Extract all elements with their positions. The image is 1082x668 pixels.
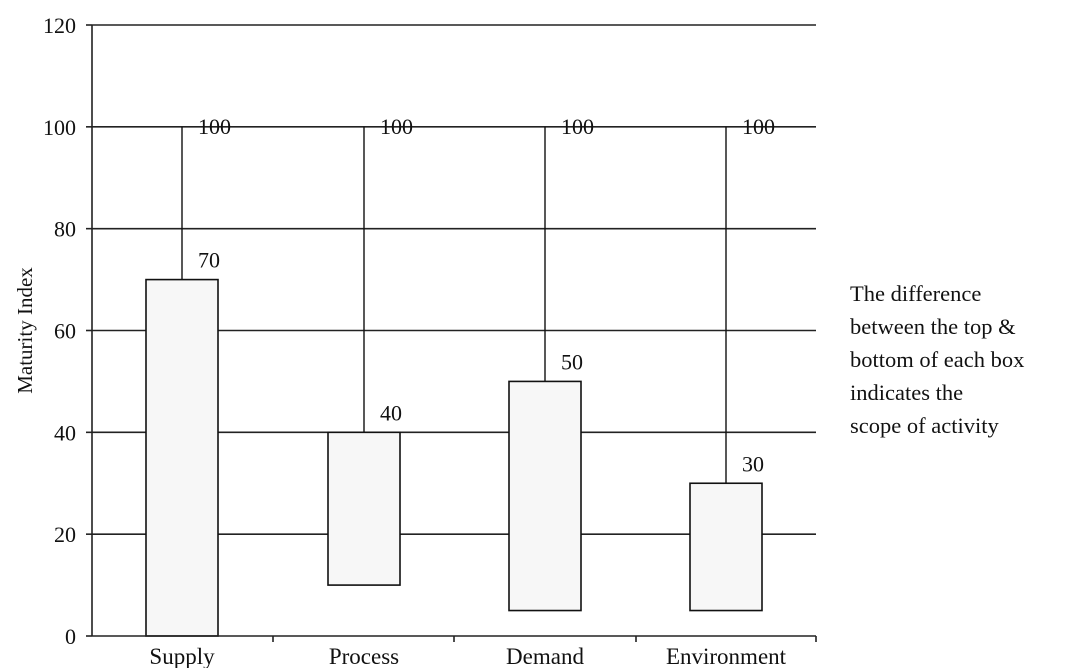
y-tick-label: 0 — [65, 624, 76, 649]
data-label-high: 50 — [561, 349, 583, 374]
box-demand — [508, 380, 582, 612]
y-tick-label: 20 — [54, 522, 76, 547]
boxes — [145, 278, 763, 637]
box-process — [327, 431, 401, 586]
x-category-label: Process — [329, 644, 399, 668]
x-category-label: Demand — [506, 644, 584, 668]
annotation-line: indicates the — [850, 380, 964, 405]
data-label-high: 70 — [198, 248, 220, 273]
y-tick-label: 100 — [43, 115, 76, 140]
data-label-whisker: 100 — [561, 114, 594, 139]
annotation-line: The difference — [850, 281, 982, 306]
axes — [86, 24, 817, 642]
chart-annotation: The difference between the top & bottom of… — [850, 277, 1082, 442]
annotation-line: bottom of each box — [850, 347, 1025, 372]
data-label-whisker: 100 — [198, 114, 231, 139]
y-tick-label: 120 — [43, 13, 76, 38]
data-label-high: 30 — [742, 451, 764, 476]
y-axis-title: Maturity Index — [13, 267, 37, 394]
x-category-label: Environment — [666, 644, 787, 668]
whiskers — [181, 126, 727, 484]
box-environment — [689, 482, 763, 612]
data-label-whisker: 100 — [380, 114, 413, 139]
box-supply — [145, 278, 219, 637]
y-tick-label: 40 — [54, 420, 76, 445]
y-tick-label: 80 — [54, 217, 76, 242]
x-category-label: Supply — [149, 644, 215, 668]
data-label-whisker: 100 — [742, 114, 775, 139]
y-tick-label: 60 — [54, 319, 76, 344]
annotation-line: scope of activity — [850, 413, 999, 438]
labels: 0 20 40 60 80 100 120 70 100 Supply 40 100 Process 50… — [13, 13, 787, 668]
annotation-line: between the top & — [850, 314, 1016, 339]
data-label-high: 40 — [380, 400, 402, 425]
